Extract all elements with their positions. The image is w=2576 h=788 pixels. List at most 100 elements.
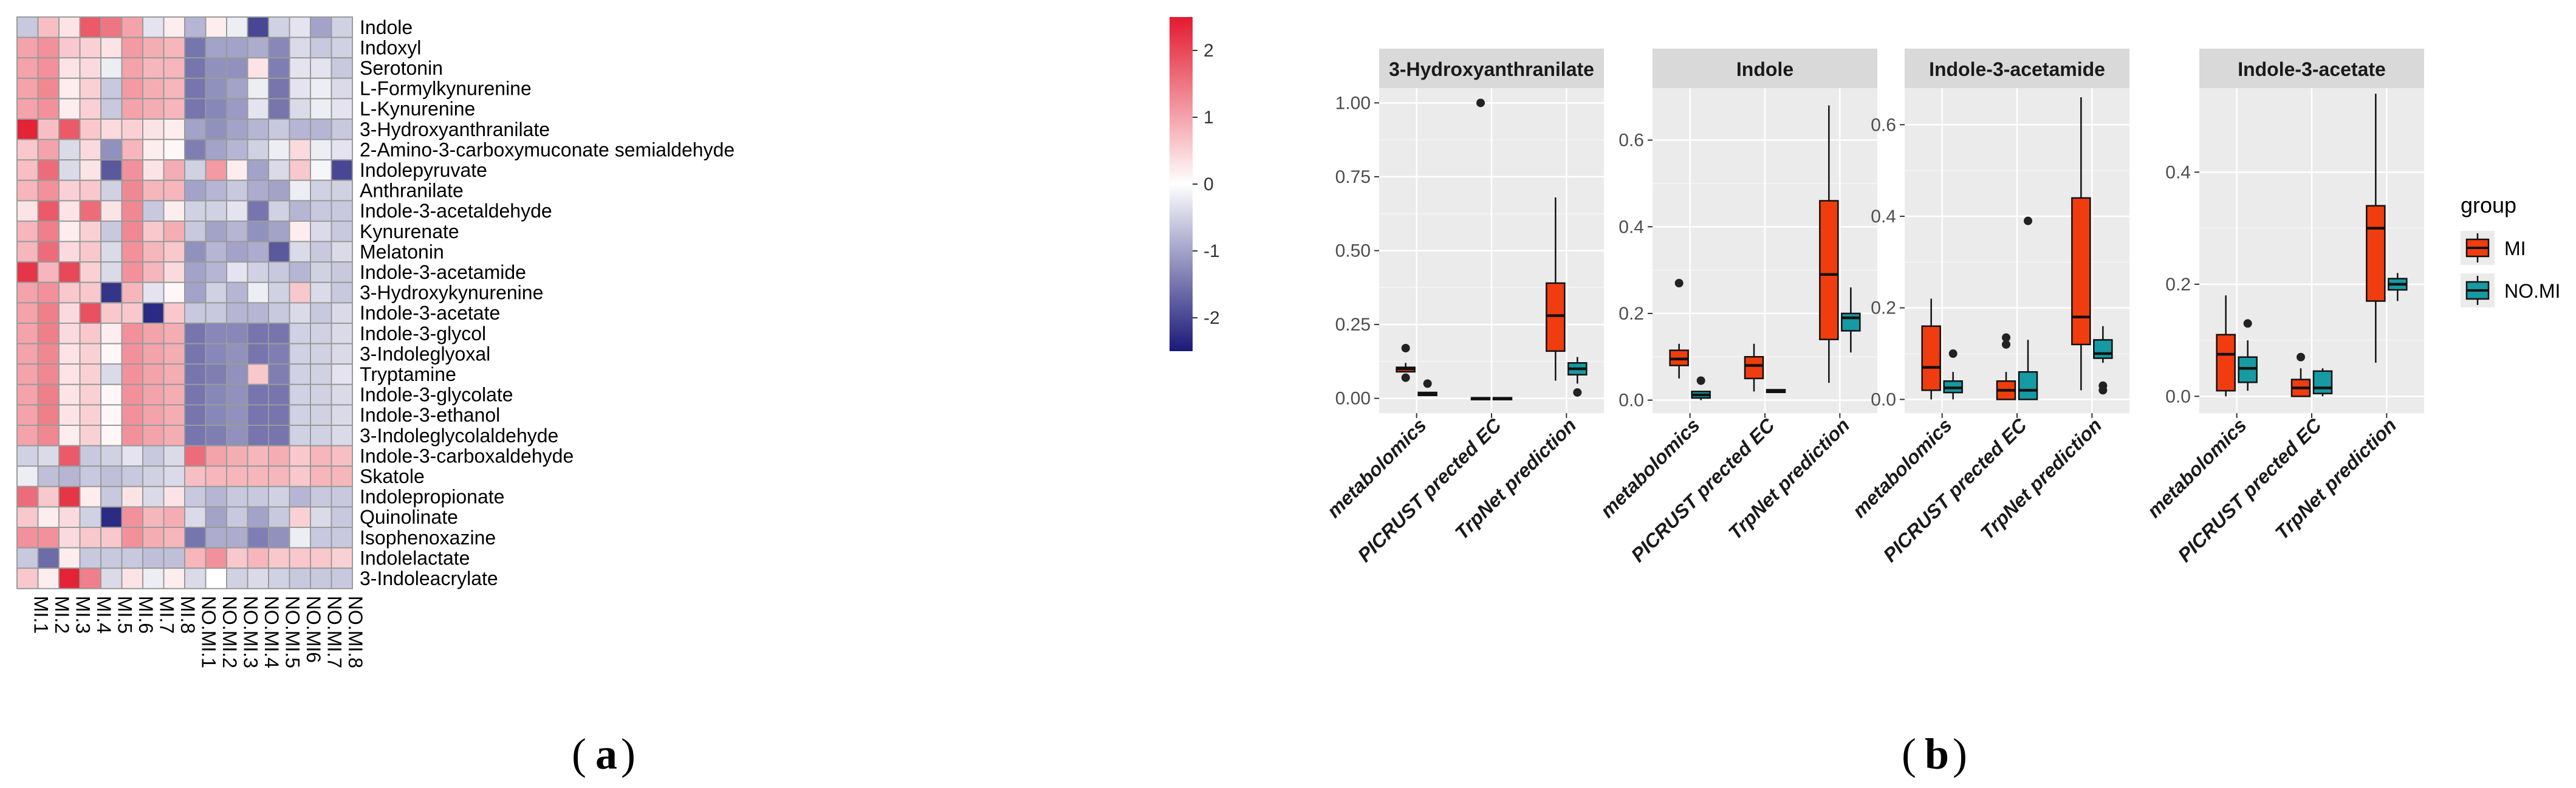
heatmap-cell: [58, 36, 81, 59]
heatmap-cell: [226, 343, 248, 365]
heatmap-cell: [247, 404, 269, 427]
heatmap-cell: [205, 281, 227, 304]
box-body: [2312, 370, 2333, 394]
heatmap-cell: [37, 179, 60, 202]
heatmap-cell: [16, 159, 39, 181]
heatmap-cell: [163, 445, 185, 467]
heatmap-cell: [268, 281, 290, 304]
heatmap-column-label: MI.6: [135, 596, 157, 634]
heatmap-cell: [79, 159, 101, 181]
heatmap-cell: [247, 506, 269, 529]
heatmap-cell: [100, 445, 123, 467]
heatmap-cell: [37, 281, 60, 304]
x-tick-label: PICRUST prected EC: [2173, 414, 2326, 566]
heatmap-cell: [163, 383, 185, 406]
heatmap-cell: [289, 465, 311, 487]
heatmap-cell: [79, 261, 101, 283]
legend-title: group: [2461, 193, 2516, 218]
heatmap-cell: [268, 221, 290, 242]
heatmap-cell: [163, 241, 185, 263]
box-body: [2366, 205, 2386, 302]
panel-letter-b-close: ): [1953, 730, 1967, 778]
heatmap-cell: [331, 200, 353, 222]
heatmap-cell: [247, 363, 269, 385]
heatmap-cell: [310, 139, 332, 161]
colorbar-tick-label: -2: [1204, 308, 1220, 328]
heatmap-cell: [184, 200, 207, 222]
heatmap-cell: [226, 179, 248, 202]
heatmap-cell: [331, 179, 353, 202]
heatmap-cell: [184, 302, 207, 324]
heatmap-cell: [205, 506, 227, 529]
heatmap-cell: [205, 425, 227, 447]
heatmap-cell: [121, 98, 143, 120]
heatmap-cell: [121, 77, 143, 100]
heatmap-cell: [37, 547, 60, 569]
heatmap-column-label: MI.5: [114, 596, 135, 634]
heatmap-cell: [142, 118, 165, 140]
heatmap-cell: [184, 179, 207, 202]
heatmap-cell: [226, 465, 248, 487]
heatmap-cell: [331, 445, 353, 467]
heatmap-cell: [268, 98, 290, 120]
heatmap-cell: [58, 261, 81, 283]
heatmap-cell: [226, 77, 248, 100]
y-tick-label: 0.4: [1871, 207, 1896, 227]
box-body: [2238, 356, 2258, 383]
heatmap-cell: [100, 159, 123, 181]
heatmap-cell: [16, 98, 39, 120]
heatmap-cell: [163, 77, 185, 100]
heatmap-row-label: 2-Amino-3-carboxymuconate semialdehyde: [360, 139, 735, 160]
heatmap-cell: [79, 179, 101, 202]
box-mi: [1396, 344, 1416, 382]
heatmap-row-label: Tryptamine: [360, 363, 456, 385]
heatmap-column-label: NO.MI.1: [197, 596, 219, 668]
heatmap-cell: [16, 323, 39, 344]
heatmap-cell: [205, 404, 227, 427]
heatmap-cell: [247, 159, 269, 181]
facet-title: Indole-3-acetamide: [1929, 58, 2105, 80]
heatmap-cell: [184, 241, 207, 263]
heatmap-cell: [163, 36, 185, 59]
heatmap-cell: [163, 139, 185, 161]
heatmap-cell: [310, 57, 332, 79]
heatmap-cell: [37, 465, 60, 487]
heatmap-row-label: 3-Hydroxykynurenine: [360, 282, 543, 304]
heatmap-cell: [331, 343, 353, 365]
box-body: [1819, 200, 1839, 340]
heatmap-cell: [310, 527, 332, 549]
box-outlier: [1573, 388, 1582, 397]
heatmap-cell: [16, 383, 39, 406]
box-nomi: [1691, 376, 1711, 400]
heatmap-cell: [331, 465, 353, 487]
box-nomi: [2388, 273, 2408, 301]
heatmap-cell: [268, 77, 290, 100]
heatmap-cell: [37, 323, 60, 344]
box-mi: [1470, 98, 1491, 400]
heatmap-cell: [184, 323, 207, 344]
heatmap-cell: [142, 383, 165, 406]
heatmap-cell: [226, 383, 248, 406]
heatmap-cell: [142, 179, 165, 202]
box-outlier: [1948, 349, 1958, 358]
box-outlier: [2002, 340, 2010, 349]
heatmap-cell: [268, 200, 290, 222]
y-tick-label: 0.6: [1619, 131, 1644, 151]
heatmap-cell: [247, 200, 269, 222]
heatmap-cell: [142, 77, 165, 100]
heatmap-cell: [58, 445, 81, 467]
box-mi: [2216, 295, 2236, 397]
heatmap-cell: [121, 221, 143, 242]
heatmap-cell: [79, 363, 101, 385]
y-tick-label: 0.75: [1335, 167, 1371, 187]
heatmap-cell: [247, 98, 269, 120]
heatmap-cell: [247, 547, 269, 569]
heatmap-cell: [289, 547, 311, 569]
heatmap-cell: [268, 383, 290, 406]
heatmap-cell: [100, 547, 123, 569]
heatmap-cell: [37, 36, 60, 59]
box-nomi: [1492, 397, 1513, 400]
heatmap-cell: [289, 404, 311, 427]
heatmap-cell: [58, 527, 81, 549]
